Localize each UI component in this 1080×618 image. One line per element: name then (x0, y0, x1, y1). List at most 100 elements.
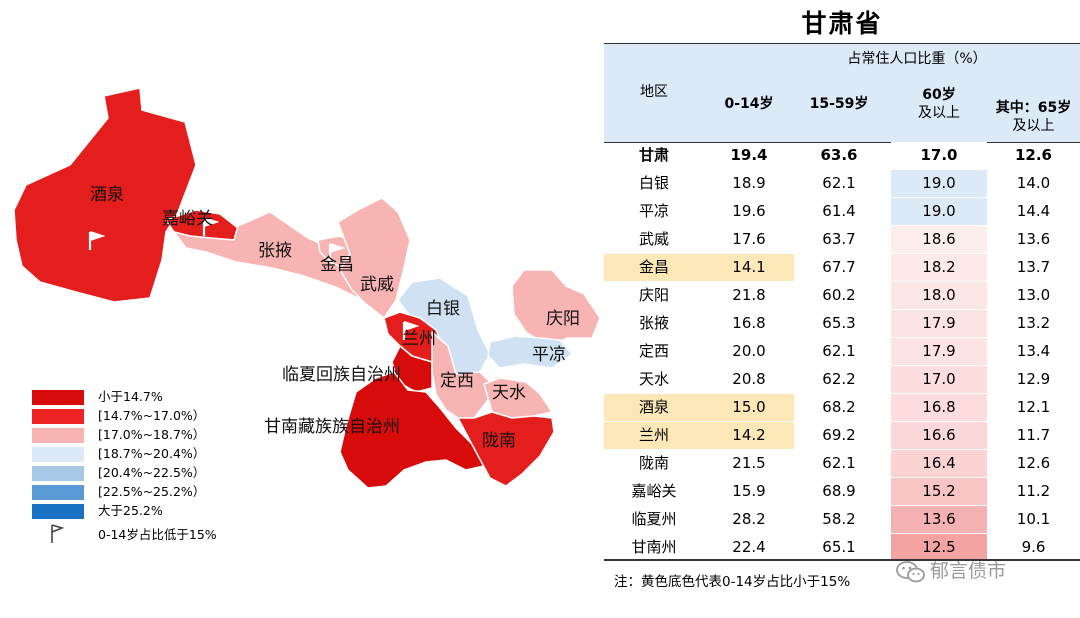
cell-shade-60plus (891, 254, 987, 281)
cell-shade-60plus (891, 366, 987, 393)
cell-region: 平凉 (638, 202, 669, 220)
table-row: 酒泉 15.0 68.2 16.8 12.1 (604, 393, 1080, 421)
region-label: 平凉 (532, 345, 566, 365)
cell-shade-60plus (891, 478, 987, 505)
region-庆阳 (511, 269, 600, 347)
region-label: 天水 (492, 383, 526, 403)
cell-region: 武威 (638, 230, 669, 248)
cell-shade-60plus (891, 450, 987, 477)
region-label: 酒泉 (90, 185, 124, 205)
legend-label: 0-14岁占比低于15% (98, 527, 217, 542)
cell-region: 酒泉 (638, 398, 669, 416)
table-row: 陇南 21.5 62.1 16.4 12.6 (604, 449, 1080, 477)
cell-shade-60plus (891, 534, 987, 561)
flag-icon (402, 320, 420, 340)
region-label: 临夏回族自治州 (282, 365, 401, 385)
cell-value: 14.1 (732, 258, 766, 276)
highlight-yellow (604, 422, 794, 449)
legend-swatch (32, 447, 84, 462)
cell-shade-60plus (891, 310, 987, 337)
population-table: 占常住人口比重（%） 地区 0-14岁 15-59岁 60岁 及以上 其中：65… (604, 43, 1080, 561)
cell-value: 58.2 (822, 510, 856, 528)
cell-value: 68.9 (822, 482, 856, 500)
header-60-line1: 60岁 (922, 87, 956, 103)
cell-value: 68.2 (822, 398, 856, 416)
cell-value: 12.6 (1014, 146, 1052, 164)
cell-value: 19.0 (922, 202, 956, 220)
legend-label: 大于25.2% (98, 503, 163, 518)
table-row: 张掖 16.8 65.3 17.9 13.2 (604, 309, 1080, 337)
cell-value: 11.2 (1016, 482, 1051, 500)
legend-item: [18.7%~20.4%） (30, 445, 290, 464)
table-row: 临夏州 28.2 58.2 13.6 10.1 (604, 505, 1080, 533)
cell-value: 17.6 (732, 230, 766, 248)
table-row: 甘南州 22.4 65.1 12.5 9.6 (604, 533, 1080, 561)
legend-label: [14.7%~17.0%） (98, 408, 206, 423)
region-label: 武威 (360, 275, 394, 295)
legend-item: 小于14.7% (30, 388, 290, 407)
table-title: 甘肃省 (801, 9, 883, 38)
cell-value: 16.8 (922, 398, 956, 416)
cell-value: 18.9 (732, 174, 766, 192)
table-row: 甘肃 19.4 63.6 17.0 12.6 (604, 141, 1080, 169)
cell-value: 62.1 (822, 174, 856, 192)
cell-value: 13.4 (1016, 342, 1051, 360)
cell-value: 19.4 (730, 146, 768, 164)
cell-value: 62.2 (822, 370, 856, 388)
table-bottom-rule (604, 559, 1080, 561)
cell-shade-60plus (891, 282, 987, 309)
legend-swatch (32, 390, 84, 405)
flag-icon (202, 216, 220, 236)
cell-value: 15.0 (732, 398, 766, 416)
region-label: 张掖 (258, 241, 292, 261)
cell-value: 9.6 (1021, 538, 1046, 556)
table-note: 注：黄色底色代表0-14岁占比小于15% (614, 574, 851, 590)
cell-shade-60plus (891, 506, 987, 533)
cell-value: 15.2 (922, 482, 956, 500)
cell-shade-60plus (891, 142, 987, 169)
legend-swatch (32, 428, 84, 443)
cell-value: 18.0 (922, 286, 956, 304)
cell-region: 嘉峪关 (631, 482, 677, 500)
header-60-line2: 及以上 (918, 105, 960, 121)
cell-value: 10.1 (1016, 510, 1051, 528)
cell-value: 14.2 (732, 426, 766, 444)
cell-value: 17.9 (922, 342, 956, 360)
cell-value: 17.0 (920, 146, 958, 164)
cell-region: 庆阳 (638, 286, 669, 304)
cell-value: 11.7 (1016, 426, 1051, 444)
cell-value: 20.0 (732, 342, 766, 360)
cell-value: 69.2 (822, 426, 856, 444)
legend-item: [14.7%~17.0%） (30, 407, 290, 426)
region-平凉 (487, 335, 573, 369)
cell-value: 63.7 (822, 230, 856, 248)
cell-value: 16.8 (732, 314, 766, 332)
cell-value: 12.1 (1016, 398, 1051, 416)
cell-value: 16.6 (922, 426, 956, 444)
table-row: 金昌 14.1 67.7 18.2 13.7 (604, 253, 1080, 281)
cell-value: 12.9 (1016, 370, 1051, 388)
legend-swatch (32, 409, 84, 424)
header-65-line1: 其中：65岁 (995, 100, 1072, 116)
cell-region: 白银 (638, 174, 669, 192)
cell-value: 15.9 (732, 482, 766, 500)
table-row: 定西 20.0 62.1 17.9 13.4 (604, 337, 1080, 365)
table-header (604, 43, 1080, 143)
table-row: 兰州 14.2 69.2 16.6 11.7 (604, 421, 1080, 449)
region-临夏回族自治州 (391, 345, 433, 393)
cell-value: 62.1 (822, 454, 856, 472)
table-row: 天水 20.8 62.2 17.0 12.9 (604, 365, 1080, 393)
cell-value: 13.0 (1016, 286, 1051, 304)
highlight-yellow (604, 394, 794, 421)
group-header: 占常住人口比重（%） (847, 51, 987, 67)
cell-region: 张掖 (638, 314, 669, 332)
cell-value: 20.8 (732, 370, 766, 388)
region-label: 庆阳 (546, 309, 580, 329)
cell-region: 兰州 (638, 426, 669, 444)
legend-label: [22.5%~25.2%） (98, 484, 206, 499)
cell-region: 定西 (638, 342, 669, 360)
cell-value: 21.8 (732, 286, 766, 304)
region-甘南藏族族自治州 (339, 371, 485, 489)
region-label: 陇南 (482, 431, 516, 451)
flag-legend-icon (51, 524, 65, 543)
